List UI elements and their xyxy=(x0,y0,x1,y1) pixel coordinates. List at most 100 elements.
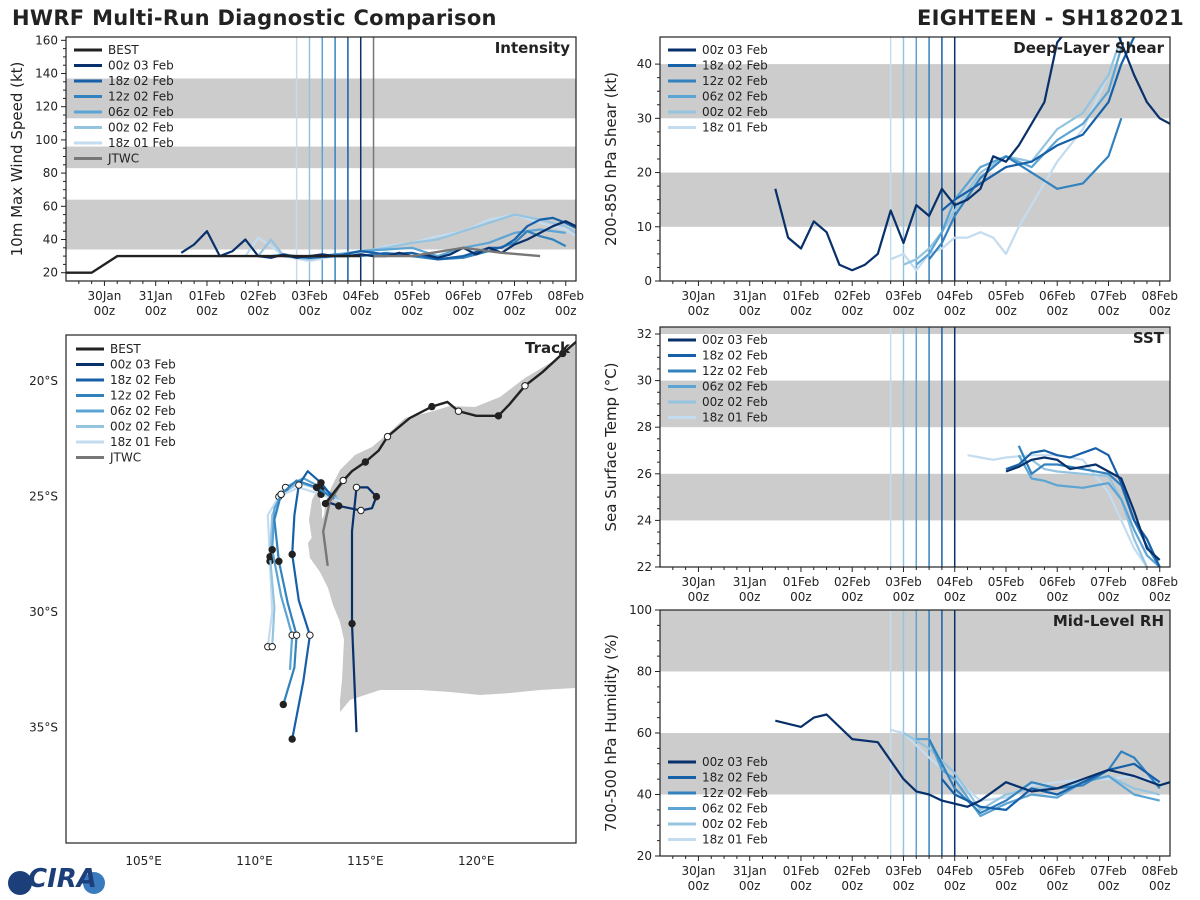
y-tick-label: 160 xyxy=(35,33,58,47)
x-tick-hour: 00z xyxy=(1046,879,1068,893)
x-tick-hour: 00z xyxy=(1046,304,1068,318)
x-tick-hour: 00z xyxy=(739,879,761,893)
y-tick-label: 32 xyxy=(637,327,652,341)
x-tick-date: 03Feb xyxy=(885,575,922,589)
x-tick-date: 04Feb xyxy=(936,289,973,303)
track-point xyxy=(279,700,288,709)
series-line-18z-02-Feb xyxy=(1005,447,1161,567)
track-point xyxy=(357,506,365,515)
legend-label: 18z 02 Feb xyxy=(702,59,768,73)
x-tick-hour: 00z xyxy=(790,590,812,604)
x-tick-date: 01Feb xyxy=(189,289,226,303)
x-tick-date: 05Feb xyxy=(988,575,1025,589)
x-tick-hour: 00z xyxy=(893,304,915,318)
x-tick-hour: 00z xyxy=(944,590,966,604)
y-tick-label: 30 xyxy=(637,111,652,125)
legend-label: 12z 02 Feb xyxy=(108,90,174,104)
y-tick-label: 24 xyxy=(637,513,652,527)
track-point xyxy=(292,631,301,639)
figure-title: HWRF Multi-Run Diagnostic Comparison xyxy=(12,6,497,30)
legend-label: 00z 02 Feb xyxy=(702,395,768,409)
legend-label: 00z 02 Feb xyxy=(108,121,174,135)
legend-label: 18z 01 Feb xyxy=(108,136,174,150)
x-tick-hour: 00z xyxy=(452,304,474,318)
x-tick-date: 05Feb xyxy=(394,289,431,303)
x-tick-hour: 00z xyxy=(94,304,116,318)
x-tick-hour: 00z xyxy=(841,879,863,893)
legend-label: 12z 02 Feb xyxy=(702,786,768,800)
x-tick-date: 03Feb xyxy=(885,289,922,303)
legend-label: 12z 02 Feb xyxy=(702,74,768,88)
x-tick-date: 05Feb xyxy=(988,289,1025,303)
y-tick-label: 10 xyxy=(637,220,652,234)
legend-label: 06z 02 Feb xyxy=(702,802,768,816)
panel-sst: 22242628303230Jan00z31Jan00z01Feb00z02Fe… xyxy=(602,326,1178,604)
x-tick-hour: 00z xyxy=(1149,304,1171,318)
track-point xyxy=(288,735,296,743)
track-point xyxy=(352,483,361,492)
legend-label: 18z 02 Feb xyxy=(702,771,768,785)
x-tick-date: 30Jan xyxy=(682,864,716,878)
legend-label: 00z 03 Feb xyxy=(702,333,768,347)
plot-area-sst xyxy=(660,327,1170,567)
shaded-band xyxy=(660,380,1170,428)
x-tick-date: 01Feb xyxy=(783,289,820,303)
legend-label: 06z 02 Feb xyxy=(110,404,176,418)
x-tick-hour: 00z xyxy=(893,590,915,604)
x-tick-date: 07Feb xyxy=(1090,864,1127,878)
x-tick-date: 02Feb xyxy=(834,575,871,589)
best-track-point xyxy=(494,412,503,420)
lon-tick-label: 115°E xyxy=(347,854,384,868)
x-tick-date: 08Feb xyxy=(547,289,584,303)
x-tick-hour: 00z xyxy=(247,304,269,318)
plot-area-rh xyxy=(660,610,1170,856)
x-tick-date: 06Feb xyxy=(1039,575,1076,589)
x-tick-hour: 00z xyxy=(739,590,761,604)
series-line-00z-03-Feb xyxy=(775,713,1170,808)
x-tick-hour: 00z xyxy=(1149,590,1171,604)
x-tick-date: 30Jan xyxy=(682,289,716,303)
series-line-06z-02-Feb xyxy=(1017,454,1161,567)
legend-label: 06z 02 Feb xyxy=(702,380,768,394)
series-line-00z-03-Feb xyxy=(774,37,1170,272)
panel-intensity: 2040608010012014016030Jan00z31Jan00z01Fe… xyxy=(8,33,584,318)
panel-rh: 2040608010030Jan00z31Jan00z01Feb00z02Feb… xyxy=(602,603,1178,893)
legend-label: 18z 01 Feb xyxy=(702,121,768,135)
australia-landmass xyxy=(308,344,575,712)
x-tick-date: 05Feb xyxy=(988,864,1025,878)
best-track-point xyxy=(321,499,330,508)
best-track-line xyxy=(66,254,361,274)
panel-title: Mid-Level RH xyxy=(1053,612,1164,630)
y-tick-label: 40 xyxy=(637,57,652,71)
x-tick-hour: 00z xyxy=(145,304,167,318)
track-point xyxy=(268,546,276,554)
legend-label: 18z 01 Feb xyxy=(702,833,768,847)
legend-label: BEST xyxy=(110,342,141,356)
x-tick-hour: 00z xyxy=(1098,590,1120,604)
x-tick-hour: 00z xyxy=(504,304,526,318)
x-tick-hour: 00z xyxy=(688,879,710,893)
x-tick-date: 06Feb xyxy=(1039,289,1076,303)
lon-tick-label: 120°E xyxy=(458,854,495,868)
track-point xyxy=(288,550,296,559)
series-line-12z-02-Feb xyxy=(928,738,1161,815)
x-tick-hour: 00z xyxy=(893,879,915,893)
x-tick-date: 31Jan xyxy=(733,289,767,303)
panel-title: Intensity xyxy=(495,39,571,57)
track-line-18z-01-Feb xyxy=(266,486,342,647)
y-tick-label: 30 xyxy=(637,374,652,388)
x-tick-hour: 00z xyxy=(196,304,218,318)
best-track-point xyxy=(383,432,392,441)
x-tick-date: 07Feb xyxy=(1090,575,1127,589)
x-tick-hour: 00z xyxy=(555,304,577,318)
best-track-point xyxy=(558,349,567,358)
track-point xyxy=(295,481,303,489)
logo-globe-icon xyxy=(8,871,105,895)
x-tick-date: 04Feb xyxy=(936,575,973,589)
track-point xyxy=(312,483,321,492)
x-tick-date: 08Feb xyxy=(1141,575,1178,589)
axes-frame xyxy=(65,334,577,844)
shaded-band xyxy=(66,146,576,169)
shaded-band xyxy=(66,199,576,250)
